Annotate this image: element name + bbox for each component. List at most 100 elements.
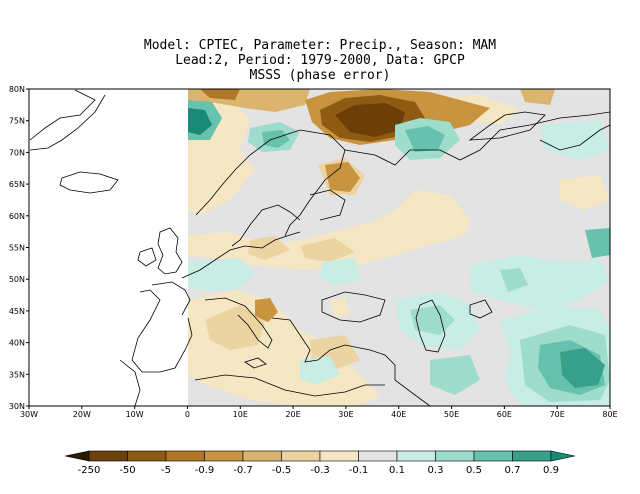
colorbar-label: -5 (161, 465, 171, 476)
colorbar-label: -0.1 (349, 465, 369, 476)
north-africa-coast (194, 374, 385, 397)
balkans-anatolia-coast (271, 317, 396, 380)
lat-tick-label: 35N (9, 370, 25, 379)
greenland-coast (29, 89, 106, 151)
colorbar-label: -0.7 (233, 465, 253, 476)
lon-tick-label: 40E (391, 410, 406, 419)
italy-coast (204, 297, 273, 349)
colorbar-label: -50 (119, 465, 135, 476)
lat-tick-label: 75N (9, 117, 25, 126)
brown-band-north-west-core (200, 89, 240, 100)
tan-patch-black-sea (330, 298, 350, 318)
lat-tick-label: 50N (9, 275, 25, 284)
tan-patch-siberia (560, 175, 610, 210)
colorbar-label: -0.5 (272, 465, 292, 476)
teal-norwegian-sea-core (262, 130, 290, 148)
teal-black-sea-north (320, 258, 360, 285)
ireland-coast (137, 247, 157, 267)
lon-tick-label: 10E (233, 410, 248, 419)
colorbar-swatch (165, 450, 205, 462)
lon-tick-label: 80E (602, 410, 617, 419)
novaya-zemlya-coast (468, 111, 546, 141)
colorbar-swatch (319, 450, 359, 462)
title-line-1: Model: CPTEC, Parameter: Precip., Season… (143, 38, 497, 53)
france-iberia-coast (131, 281, 193, 373)
misc-coast-segments (394, 124, 610, 406)
tan-mid-italy (205, 305, 265, 350)
tan-mid-ukraine (300, 238, 355, 262)
iceland-coast (59, 171, 119, 194)
north-sea-baltic-coast (181, 204, 301, 279)
lon-tick-label: 20W (73, 410, 91, 419)
lon-tick-label: 30W (20, 410, 38, 419)
brown-barents-core (335, 103, 405, 137)
teal-iran-west (430, 355, 480, 395)
colorbar-label: -250 (78, 465, 101, 476)
lat-tick-label: 65N (9, 180, 25, 189)
lat-tick-label: 60N (9, 212, 25, 221)
colorbar-swatch (204, 450, 244, 462)
teal-central-asia-core (560, 348, 605, 388)
teal-west-siberia (585, 228, 610, 258)
arctic-russia-coast (344, 111, 610, 166)
brown-karelia (325, 162, 360, 192)
colorbar-label: 0.1 (389, 465, 405, 476)
teal-caspian-mid (410, 305, 455, 335)
colorbar-swatch (435, 450, 475, 462)
lon-tick-label: 70E (550, 410, 565, 419)
sicily-coast (244, 357, 267, 369)
colorbar-swatch (127, 450, 167, 462)
colorbar-label: 0.7 (505, 465, 521, 476)
teal-kazakh-light (470, 255, 610, 310)
brown-italy (255, 298, 278, 322)
colorbar-label: 0.3 (428, 465, 444, 476)
colorbar-swatch (281, 450, 321, 462)
coastlines (29, 89, 610, 406)
tan-mid-poland (248, 236, 290, 260)
colorbar-label: -0.9 (195, 465, 215, 476)
teal-svalbard-core (188, 108, 212, 135)
lon-tick-label: 30E (338, 410, 353, 419)
colorbar-swatch (512, 450, 552, 462)
teal-kazakh-mid (500, 268, 528, 292)
colorbar-arrow-low (64, 450, 90, 462)
scandinavia-coast (195, 129, 346, 237)
longitude-axis: 30W 20W 10W 0 10E 20E 30E 40E 50E 60E 70E 80E (20, 406, 618, 419)
colorbar-label: -0.3 (310, 465, 330, 476)
aral-sea-coast (469, 299, 493, 319)
colorbar-swatch (242, 450, 282, 462)
colorbar-swatch (358, 450, 398, 462)
latitude-axis: 30N 35N 40N 45N 50N 55N 60N 65N 70N 75N 80N (9, 85, 29, 411)
colorbar-arrow-high (550, 450, 576, 462)
lon-tick-label: 50E (444, 410, 459, 419)
lon-tick-label: 0 (185, 410, 190, 419)
lat-tick-label: 30N (9, 402, 25, 411)
caspian-sea-coast (415, 299, 446, 353)
baltic-east-coast (309, 189, 346, 221)
title-line-3: MSSS (phase error) (249, 68, 391, 83)
colorbar: -250 -50 -5 -0.9 -0.7 -0.5 -0.3 -0.1 0.1 0.3 0.5 0.… (64, 450, 576, 476)
lat-tick-label: 45N (9, 307, 25, 316)
teal-alps-light (188, 258, 255, 290)
colorbar-label: 0.9 (543, 465, 559, 476)
morocco-coast (119, 359, 141, 406)
teal-eastern-med (300, 356, 340, 385)
colorbar-swatch (88, 450, 128, 462)
brown-kara-sea (520, 89, 555, 105)
teal-barents-east-core (405, 126, 445, 152)
lon-tick-label: 10W (126, 410, 144, 419)
lat-tick-label: 80N (9, 85, 25, 94)
colorbar-swatch (473, 450, 513, 462)
teal-kara-light (540, 120, 610, 160)
great-britain-coast (157, 227, 183, 275)
skill-field (188, 89, 610, 406)
colorbar-swatch (396, 450, 436, 462)
title-line-2: Lead:2, Period: 1979-2000, Data: GPCP (175, 53, 465, 68)
lon-tick-label: 20E (285, 410, 300, 419)
lat-tick-label: 70N (9, 148, 25, 157)
black-sea-coast (321, 291, 386, 323)
lat-tick-label: 40N (9, 339, 25, 348)
lat-tick-label: 55N (9, 244, 25, 253)
colorbar-label: 0.5 (466, 465, 482, 476)
